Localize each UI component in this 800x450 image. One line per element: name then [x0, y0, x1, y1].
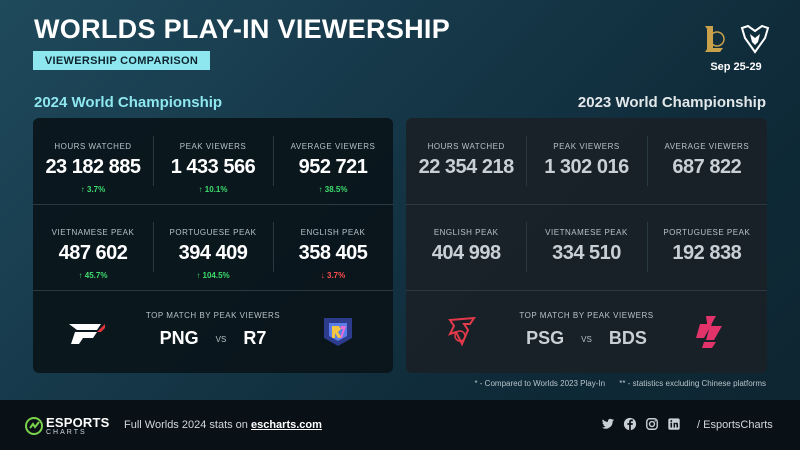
stat-label: HOURS WATCHED: [427, 142, 505, 151]
top-match-2024: TOP MATCH BY PEAK VIEWERS PNG VS R7: [33, 290, 393, 373]
stat-label: ENGLISH PEAK: [433, 228, 499, 237]
stat-portuguese-peak: PORTUGUESE PEAK 192 838: [646, 204, 767, 290]
stat-delta: ↑ 104.5%: [196, 271, 230, 280]
worlds-trophy-icon: [740, 24, 770, 54]
stat-english-peak: ENGLISH PEAK 404 998: [406, 204, 526, 290]
stat-peak-viewers: PEAK VIEWERS 1 302 016: [526, 118, 646, 204]
page-title: WORLDS PLAY-IN VIEWERSHIP: [34, 14, 451, 44]
stat-label: VIETNAMESE PEAK: [545, 228, 628, 237]
social-links: [601, 417, 683, 433]
stat-label: ENGLISH PEAK: [300, 228, 366, 237]
esports-charts-icon: [25, 417, 43, 435]
team1-name: PSG: [526, 328, 565, 348]
comparison-badge: VIEWERSHIP COMPARISON: [33, 51, 210, 70]
stat-delta: ↑ 3.7%: [80, 185, 106, 194]
stat-label: PORTUGUESE PEAK: [169, 228, 257, 237]
stat-english-peak: ENGLISH PEAK 358 405 ↓ 3.7%: [273, 204, 393, 290]
social-handle[interactable]: / EsportsCharts: [697, 419, 773, 431]
footer-bar: ESPORTS CHARTS Full Worlds 2024 stats on…: [0, 400, 800, 450]
stat-value: 192 838: [672, 242, 742, 264]
stat-label: AVERAGE VIEWERS: [290, 142, 376, 151]
stat-vietnamese-peak: VIETNAMESE PEAK 487 602 ↑ 45.7%: [33, 204, 153, 290]
paper-rex-icon: [69, 324, 105, 344]
stat-delta: ↑ 45.7%: [78, 271, 108, 280]
stat-value: 23 182 885: [45, 156, 141, 178]
footnote-chinese: ** - statistics excluding Chinese platfo…: [619, 379, 766, 388]
stats-panel-2023: HOURS WATCHED 22 354 218 PEAK VIEWERS 1 …: [406, 118, 767, 373]
stat-label: HOURS WATCHED: [54, 142, 132, 151]
section-heading-2023: 2023 World Championship: [577, 94, 766, 111]
stat-value: 358 405: [298, 242, 368, 264]
team2-name: R7: [243, 328, 267, 348]
bds-logo-icon: [696, 316, 722, 348]
top-match-label: TOP MATCH BY PEAK VIEWERS: [519, 311, 654, 320]
stat-average-viewers: AVERAGE VIEWERS 952 721 ↑ 38.5%: [273, 118, 393, 204]
stat-value: 487 602: [58, 242, 128, 264]
stat-peak-viewers: PEAK VIEWERS 1 433 566 ↑ 10.1%: [153, 118, 273, 204]
top-match-2023: TOP MATCH BY PEAK VIEWERS PSG VS BDS: [406, 290, 767, 373]
escharts-link[interactable]: escharts.com: [250, 419, 322, 431]
stat-delta: ↓ 3.7%: [320, 271, 346, 280]
stat-average-viewers: AVERAGE VIEWERS 687 822: [646, 118, 767, 204]
stat-value: 404 998: [431, 242, 501, 264]
twitter-icon[interactable]: [601, 417, 615, 431]
stat-hours-watched: HOURS WATCHED 22 354 218: [406, 118, 526, 204]
stat-value: 687 822: [672, 156, 742, 178]
lol-logo-icon: [705, 26, 725, 52]
footer-cta-prefix: Full Worlds 2024 stats on: [124, 419, 251, 431]
stat-delta: ↑ 38.5%: [318, 185, 348, 194]
brand-subname: CHARTS: [46, 429, 87, 436]
stat-value: 334 510: [552, 242, 621, 264]
top-match-label: TOP MATCH BY PEAK VIEWERS: [145, 311, 281, 320]
stat-value: 22 354 218: [418, 156, 515, 178]
stat-value: 952 721: [298, 156, 368, 178]
stat-label: PORTUGUESE PEAK: [663, 228, 751, 237]
event-dates: Sep 25-29: [710, 61, 762, 73]
esports-charts-logo[interactable]: ESPORTS CHARTS: [24, 413, 109, 439]
header-logos: [700, 22, 770, 56]
stats-panel-2024: HOURS WATCHED 23 182 885 ↑ 3.7% PEAK VIE…: [33, 118, 393, 373]
psg-talon-icon: [448, 316, 476, 347]
stat-hours-watched: HOURS WATCHED 23 182 885 ↑ 3.7%: [33, 118, 153, 204]
team1-name: PNG: [159, 328, 199, 348]
team2-name: BDS: [608, 328, 647, 348]
vs-label: VS: [215, 334, 227, 344]
stat-label: PEAK VIEWERS: [179, 142, 247, 151]
footnote-comparison: * - Compared to Worlds 2023 Play-In: [474, 379, 606, 388]
stat-vietnamese-peak: VIETNAMESE PEAK 334 510: [526, 204, 646, 290]
vs-label: VS: [581, 334, 592, 344]
linkedin-icon[interactable]: [667, 417, 681, 431]
stat-label: PEAK VIEWERS: [553, 142, 620, 151]
footnotes: * - Compared to Worlds 2023 Play-In ** -…: [474, 379, 766, 388]
brand-name: ESPORTS: [46, 415, 110, 430]
facebook-icon[interactable]: [623, 417, 637, 431]
stat-delta: ↑ 10.1%: [198, 185, 228, 194]
stat-label: VIETNAMESE PEAK: [51, 228, 135, 237]
footer-cta: Full Worlds 2024 stats on escharts.com: [124, 419, 322, 431]
instagram-icon[interactable]: [645, 417, 659, 431]
match-teams: PNG VS R7: [33, 328, 393, 349]
stat-portuguese-peak: PORTUGUESE PEAK 394 409 ↑ 104.5%: [153, 204, 273, 290]
stat-value: 394 409: [178, 242, 248, 264]
section-heading-2024: 2024 World Championship: [34, 94, 223, 111]
stat-value: 1 433 566: [170, 156, 256, 178]
stat-label: AVERAGE VIEWERS: [664, 142, 750, 151]
r7-logo-icon: [324, 318, 352, 346]
match-teams: PSG VS BDS: [406, 328, 767, 349]
stat-value: 1 302 016: [544, 156, 629, 178]
